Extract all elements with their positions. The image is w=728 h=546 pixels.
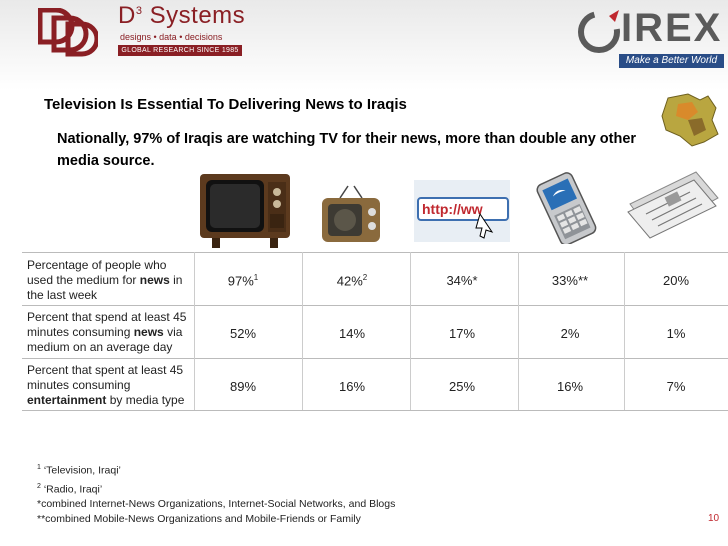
internet-image: http://ww xyxy=(414,180,510,242)
table-cell: 2% xyxy=(560,326,580,341)
d3-systems-logo: D3 Systems designs • data • decisions GL… xyxy=(28,0,245,86)
table-row-divider xyxy=(22,358,728,359)
table-column-divider xyxy=(410,252,411,410)
table-column-divider xyxy=(624,252,625,410)
iraq-map-icon xyxy=(661,93,719,147)
table-row-divider xyxy=(22,305,728,306)
footnotes: 1 ‘Television, Iraqi’ 2 ‘Radio, Iraqi’ *… xyxy=(37,460,395,527)
table-cell: 1% xyxy=(666,326,686,341)
footnote: 2 ‘Radio, Iraqi’ xyxy=(37,482,103,496)
irex-ring-icon xyxy=(578,10,620,53)
table-cell: 42%2 xyxy=(336,273,368,289)
radio-image xyxy=(322,185,380,242)
table-cell: 16% xyxy=(338,379,366,394)
table-cell: 7% xyxy=(666,379,686,394)
slide-subtitle: Nationally, 97% of Iraqis are watching T… xyxy=(57,131,637,169)
footnote: *combined Internet-News Organizations, I… xyxy=(37,498,396,510)
table-column-divider xyxy=(194,252,195,410)
d3-since-banner: GLOBAL RESEARCH SINCE 1985 xyxy=(118,45,242,56)
table-cell: 97%1 xyxy=(227,273,259,289)
table-cell: 89% xyxy=(229,379,257,394)
table-cell: 17% xyxy=(448,326,476,341)
newspaper-image xyxy=(627,171,719,239)
table-cell: 20% xyxy=(662,273,690,288)
table-cell: 14% xyxy=(338,326,366,341)
television-image xyxy=(200,174,290,248)
d3-tagline: designs • data • decisions xyxy=(120,32,223,42)
row-label-entertainment-45min: Percent that spent at least 45 minutes c… xyxy=(27,363,185,407)
irex-logo: IREX Make a Better World xyxy=(575,6,725,70)
table-column-divider xyxy=(302,252,303,410)
row-label-news-45min: Percent that spend at least 45 minutes c… xyxy=(27,310,187,354)
table-column-divider xyxy=(518,252,519,410)
table-cell: 52% xyxy=(229,326,257,341)
svg-text:http://ww: http://ww xyxy=(422,201,483,217)
footnote: **combined Mobile-News Organizations and… xyxy=(37,513,361,525)
row-label-news-weekly: Percentage of people who used the medium… xyxy=(27,258,183,302)
mobile-phone-image xyxy=(536,172,597,244)
irex-motto: Make a Better World xyxy=(619,54,724,68)
d3-brand-name: D3 Systems xyxy=(118,2,246,29)
irex-wordmark: IREX xyxy=(621,6,723,50)
page-number: 10 xyxy=(708,513,720,524)
d3-logo-mark-icon xyxy=(38,8,98,57)
table-cell: 25% xyxy=(448,379,476,394)
table-cell: 33%** xyxy=(551,273,589,288)
table-bottom-rule xyxy=(22,410,728,411)
table-cell: 34%* xyxy=(446,273,478,288)
table-top-rule xyxy=(22,252,728,253)
slide-title: Television Is Essential To Delivering Ne… xyxy=(44,96,407,113)
footnote: 1 ‘Television, Iraqi’ xyxy=(37,464,121,477)
table-cell: 16% xyxy=(556,379,584,394)
